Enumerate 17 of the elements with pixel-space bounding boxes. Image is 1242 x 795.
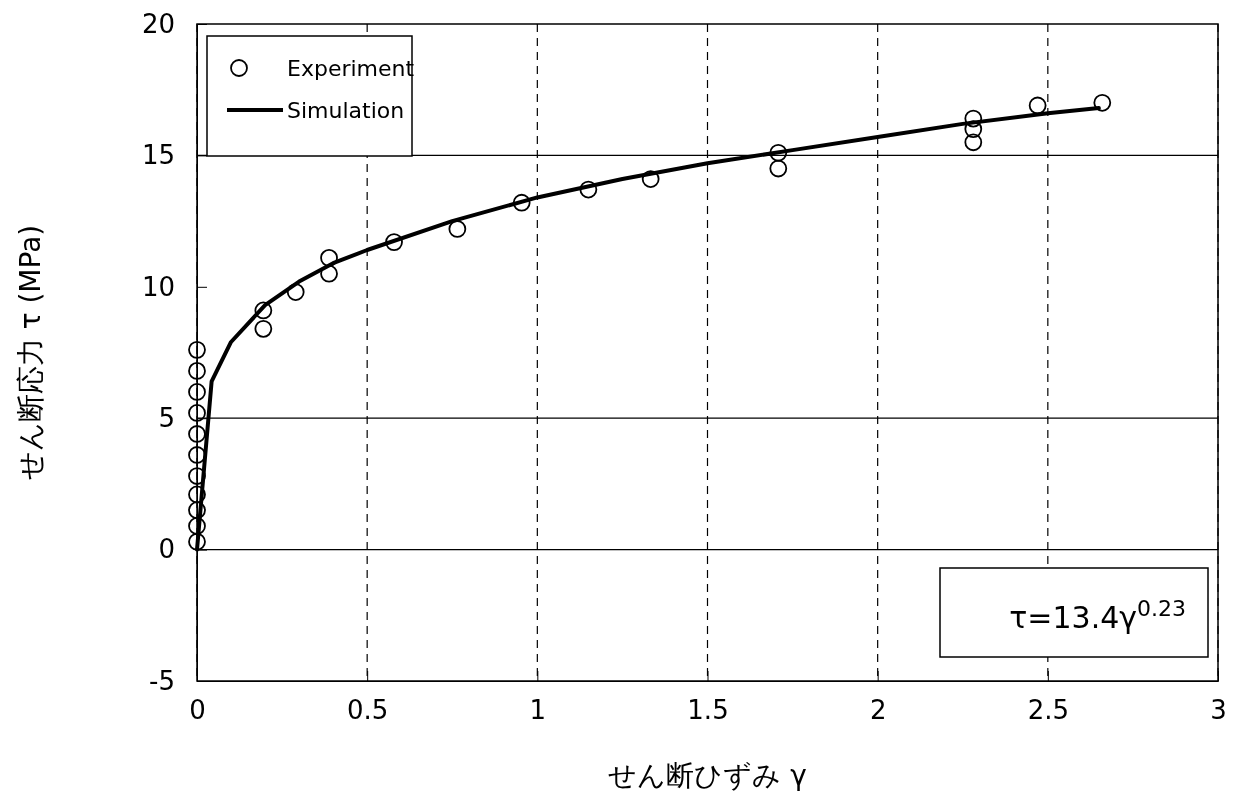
x-tick-label: 2 xyxy=(869,695,887,726)
y-tick-label: -5 xyxy=(149,665,175,696)
annotation: τ=13.4γ$^{0.23}$ xyxy=(1009,595,1186,635)
legend-label: Simulation xyxy=(287,98,405,123)
y-axis-title: せん断応力 τ (MPa) xyxy=(14,224,47,481)
y-tick-label: 15 xyxy=(141,140,175,171)
y-tick-label: 0 xyxy=(158,534,175,565)
x-axis-title: せん断ひずみ γ xyxy=(608,759,807,792)
x-tick-label: 0.5 xyxy=(346,695,389,726)
y-tick-label: 5 xyxy=(158,403,175,434)
x-tick-label: 0 xyxy=(189,695,206,726)
x-tick-label: 3 xyxy=(1210,695,1227,726)
x-tick-label: 1.5 xyxy=(687,695,729,726)
x-tick-label: 1 xyxy=(529,695,547,726)
y-tick-label: 20 xyxy=(141,8,175,39)
y-tick-label: 10 xyxy=(141,271,175,302)
x-tick-label: 2.5 xyxy=(1027,695,1070,726)
